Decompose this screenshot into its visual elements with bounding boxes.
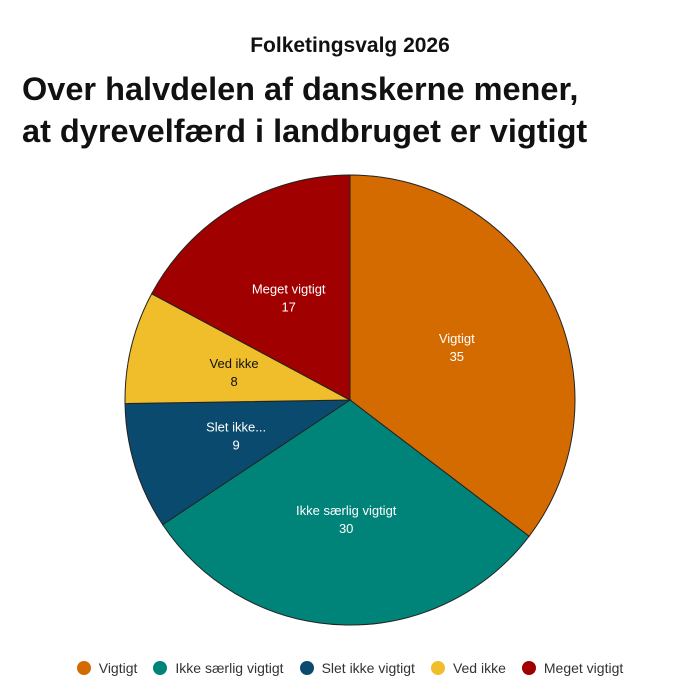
slice-label-meget-vigtigt: Meget vigtigt [252,282,326,297]
legend-item-meget-vigtigt: Meget vigtigt [521,660,624,676]
legend-swatch [76,661,91,675]
legend-label: Ved ikke [452,660,506,676]
chart-legend: Vigtigt Ikke særlig vigtigt Slet ikke vigt… [0,660,700,676]
chart-kicker: Folketingsvalg 2026 [250,34,450,57]
slice-value-ved-ikke: 8 [230,374,237,389]
pie-slice-vigtigt [349,174,576,537]
legend-item-vigtigt: Vigtigt [76,660,138,676]
legend-item-ikke-saerlig-vigtigt: Ikke særlig vigtigt [153,660,284,676]
pie-labels: Vigtigt 35 Ikke særlig vigtigt 30 Slet ikke.… [206,282,475,537]
legend-label: Meget vigtigt [543,660,624,676]
chart-title-line-2: at dyrevelfærd i landbruget er vigtigt [22,113,588,149]
slice-label-ved-ikke: Ved ikke [210,356,259,371]
legend-label: Ikke særlig vigtigt [175,660,284,676]
pie-slices [124,174,576,626]
slice-label-slet-ikke-vigtigt: Slet ikke... [206,419,266,434]
pie-slice-ved-ikke [124,293,352,405]
chart-title-line-1: Over halvdelen af danskerne mener, [22,71,579,107]
slice-value-ikke-saerlig-vigtigt: 30 [339,521,353,536]
legend-label: Vigtigt [98,660,138,676]
pie-slice-meget-vigtigt [150,174,351,401]
slice-value-vigtigt: 35 [450,349,464,364]
slice-value-slet-ikke-vigtigt: 9 [232,437,239,452]
legend-swatch [299,661,314,675]
legend-item-slet-ikke-vigtigt: Slet ikke vigtigt [299,660,415,676]
legend-swatch [153,661,168,675]
slice-label-vigtigt: Vigtigt [439,331,475,346]
chart-title: Over halvdelen af danskerne mener, at dy… [22,68,682,152]
legend-swatch [430,661,445,675]
pie-slice-slet-ikke-vigtigt [124,399,352,526]
legend-label: Slet ikke vigtigt [321,660,415,676]
slice-label-ikke-saerlig-vigtigt: Ikke særlig vigtigt [296,503,397,518]
pie-slice-ikke-saerlig-vigtigt [161,399,530,626]
legend-swatch [521,661,536,675]
legend-item-ved-ikke: Ved ikke [430,660,506,676]
slice-value-meget-vigtigt: 17 [281,300,295,315]
